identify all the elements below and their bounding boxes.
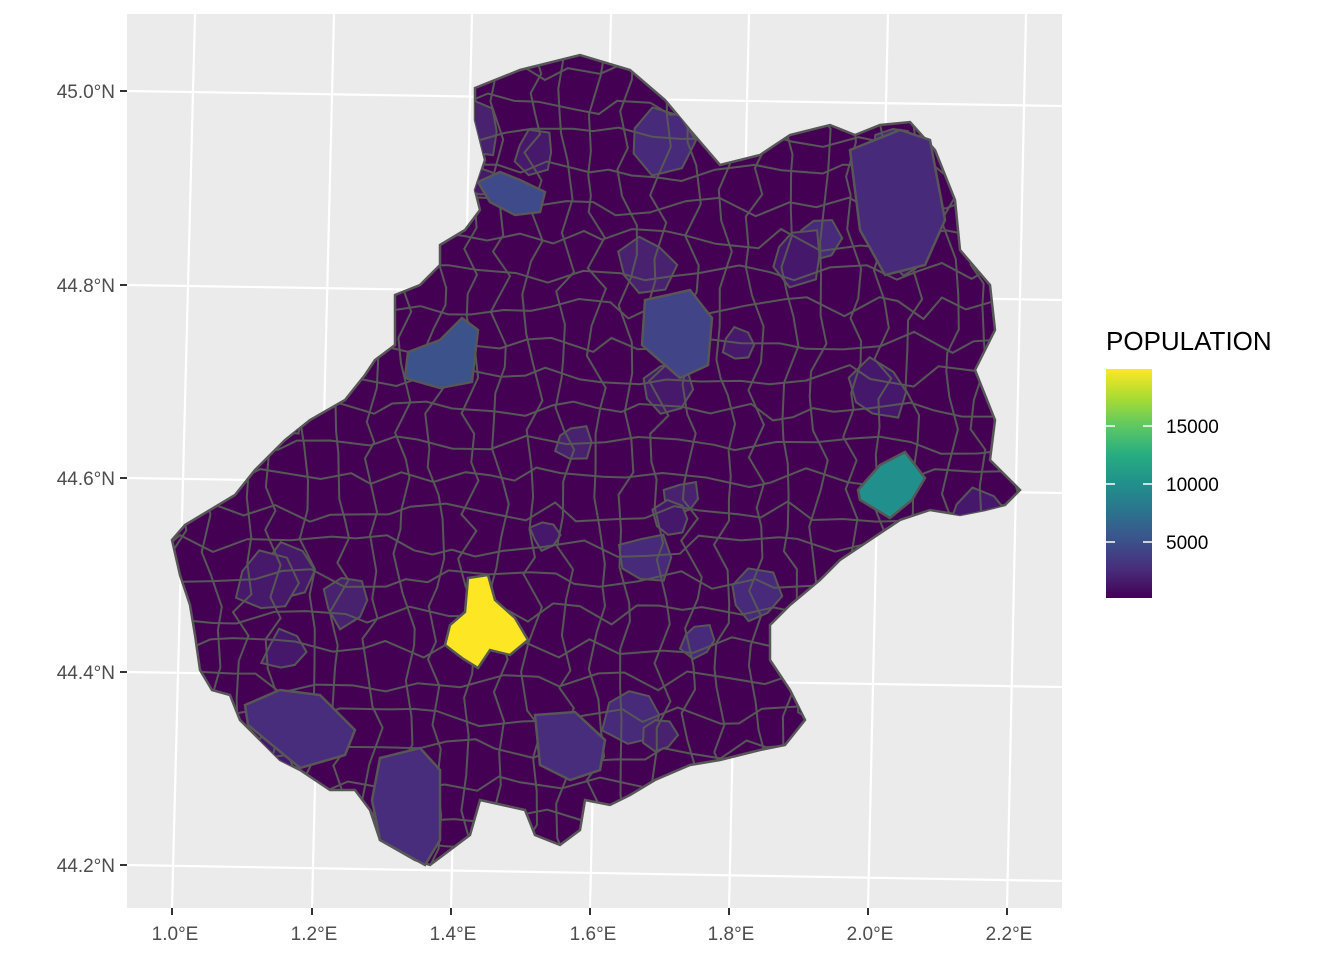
lon-tick-label: 1.8°E	[708, 924, 755, 945]
legend: POPULATION 15000 10000 5000	[1106, 326, 1272, 598]
lat-tick-label: 44.4°N	[57, 663, 115, 684]
commune-boundary	[647, 55, 672, 865]
lon-tick-label: 1.4°E	[430, 924, 477, 945]
commune	[259, 627, 308, 669]
lat-tick-label: 45.0°N	[57, 82, 115, 103]
parallel-line	[126, 863, 1063, 883]
lat-tick-label: 44.8°N	[57, 276, 115, 297]
x-axis: 1.0°E 1.2°E 1.4°E 1.6°E 1.8°E 2.0°E 2.2°…	[152, 908, 1033, 945]
lon-tick-label: 1.2°E	[291, 924, 338, 945]
lat-tick-label: 44.6°N	[57, 469, 115, 490]
highlighted-communes	[243, 128, 947, 867]
legend-title: POPULATION	[1106, 326, 1272, 356]
commune-boundary	[616, 55, 640, 865]
commune-boundary	[520, 55, 544, 865]
commune-boundary	[680, 55, 703, 865]
lon-tick-label: 1.0°E	[152, 924, 199, 945]
south-town	[533, 710, 607, 782]
y-axis: 45.0°N 44.8°N 44.6°N 44.4°N 44.2°N	[57, 82, 127, 877]
legend-label: 15000	[1166, 417, 1219, 438]
lon-tick-label: 2.2°E	[986, 924, 1033, 945]
lon-tick-label: 2.0°E	[847, 924, 894, 945]
south-town	[370, 746, 442, 867]
meridian-line	[170, 13, 197, 909]
west-town	[403, 316, 480, 390]
lon-tick-label: 1.6°E	[570, 924, 617, 945]
commune-boundary	[585, 55, 608, 865]
commune-boundary	[744, 55, 768, 865]
legend-label: 10000	[1166, 475, 1219, 496]
commune	[651, 498, 689, 536]
commune-boundary	[172, 434, 1020, 456]
meridian-line	[1005, 13, 1028, 909]
north-east-commune	[848, 128, 947, 277]
central-north-town	[640, 288, 714, 380]
lat-tick-label: 44.2°N	[57, 856, 115, 877]
commune	[641, 719, 680, 753]
commune-boundary	[777, 55, 800, 865]
commune	[617, 235, 679, 294]
legend-label: 5000	[1166, 533, 1208, 554]
commune-boundary	[712, 55, 737, 865]
south-town	[243, 688, 357, 770]
commune	[678, 624, 716, 661]
east-town	[856, 450, 927, 520]
highest-population-commune	[443, 573, 530, 670]
north-west-town	[476, 170, 547, 217]
